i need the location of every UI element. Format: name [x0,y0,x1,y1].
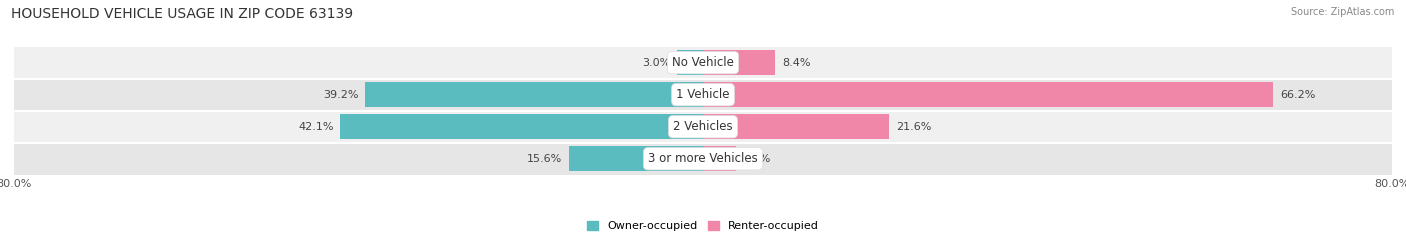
Bar [366,82,703,107]
Text: Source: ZipAtlas.com: Source: ZipAtlas.com [1291,7,1395,17]
Bar [703,82,1272,107]
Text: No Vehicle: No Vehicle [672,56,734,69]
Bar [703,50,775,75]
Text: 1 Vehicle: 1 Vehicle [676,88,730,101]
Text: 3.8%: 3.8% [742,154,770,164]
Legend: Owner-occupied, Renter-occupied: Owner-occupied, Renter-occupied [582,217,824,233]
Text: 42.1%: 42.1% [298,122,333,132]
Text: 21.6%: 21.6% [896,122,931,132]
Text: 2 Vehicles: 2 Vehicles [673,120,733,133]
Text: 15.6%: 15.6% [526,154,562,164]
Bar [14,47,1392,79]
Text: 8.4%: 8.4% [782,58,811,68]
Bar [14,143,1392,175]
Bar [703,146,735,171]
Text: 66.2%: 66.2% [1279,90,1316,100]
Text: 3 or more Vehicles: 3 or more Vehicles [648,152,758,165]
Bar [340,114,703,139]
Bar [14,79,1392,111]
Bar [703,114,889,139]
Text: HOUSEHOLD VEHICLE USAGE IN ZIP CODE 63139: HOUSEHOLD VEHICLE USAGE IN ZIP CODE 6313… [11,7,353,21]
Text: 3.0%: 3.0% [643,58,671,68]
Bar [14,111,1392,143]
Text: 39.2%: 39.2% [323,90,359,100]
Bar [568,146,703,171]
Bar [678,50,703,75]
